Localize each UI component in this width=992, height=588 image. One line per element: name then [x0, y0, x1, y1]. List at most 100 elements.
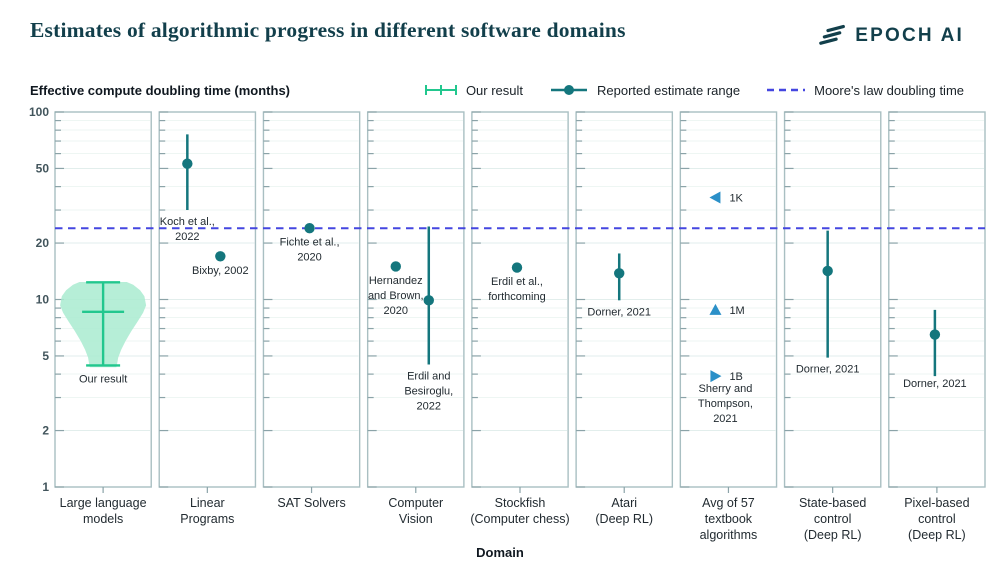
y-axis-tick-label: 5	[42, 349, 49, 363]
panel-computer-vision: Computer Vision	[366, 111, 465, 526]
error-bar-icon	[424, 85, 457, 95]
page-title: Estimates of algorithmic progress in dif…	[30, 18, 626, 42]
panel-data-large-language-models: Our result	[60, 281, 147, 385]
panel-data-stockfish-computer-chess: Erdil et al., forthcoming	[488, 262, 546, 303]
estimate-label: Koch et al.,	[160, 216, 215, 228]
category-label: SAT Solvers	[277, 496, 345, 510]
estimate-label: Dorner, 2021	[587, 306, 651, 318]
estimate-dot	[929, 329, 941, 340]
category-label: Large language	[60, 496, 147, 510]
category-label: Computer	[388, 496, 443, 510]
panel-linear-programs: Linear Programs	[158, 111, 257, 526]
y-axis-tick-label: 100	[29, 105, 49, 119]
category-label: control	[918, 512, 956, 526]
triangle-marker-1k: 1K	[709, 191, 744, 204]
legend: Our result Reported estimate range Moore…	[424, 83, 964, 98]
estimate-dorner-2021: Dorner, 2021	[587, 253, 651, 318]
left-triangle-icon	[709, 191, 721, 204]
panel-sat-solvers: SAT Solvers	[262, 111, 361, 510]
panel-data-pixel-based-control-deep-rl: Dorner, 2021	[903, 309, 967, 390]
axis-legend-row: Effective compute doubling time (months)…	[30, 80, 964, 100]
estimate-label: Erdil and	[407, 371, 450, 383]
estimate-erdil-and-besiroglu-2022: Erdil and Besiroglu, 2022	[404, 226, 453, 413]
epoch-ai-logo-icon	[819, 24, 846, 45]
estimate-dorner-2021: Dorner, 2021	[796, 230, 860, 376]
legend-item-reported-estimate-range: Reported estimate range	[549, 83, 740, 98]
legend-label: Our result	[465, 82, 524, 98]
estimate-dot	[423, 295, 434, 306]
category-label: models	[83, 512, 123, 526]
source-label: Sherry and	[699, 383, 753, 395]
estimate-dot	[614, 268, 625, 279]
estimate-label: Erdil et al.,	[491, 276, 543, 288]
category-label: Avg of 57	[702, 496, 755, 510]
estimate-dorner-2021: Dorner, 2021	[903, 309, 967, 390]
category-label: Atari	[611, 496, 637, 510]
y-axis-tick-label: 10	[36, 293, 50, 307]
panel-data-sat-solvers: Fichte et al., 2020	[280, 223, 340, 264]
panel-data-linear-programs: Koch et al., 2022 Bixby, 2002	[160, 134, 249, 277]
epoch-ai-logo-text: EPOCH AI	[855, 25, 964, 46]
triangle-label: 1B	[729, 371, 742, 383]
panel-pixel-based-control-deep-rl: Pixel-based control (Deep RL)	[888, 111, 986, 542]
panel-atari-deep-rl: Atari (Deep RL)	[575, 111, 674, 526]
category-label: Programs	[180, 512, 234, 526]
panel-large-language-models: Large language models	[54, 111, 152, 526]
category-label: (Deep RL)	[804, 528, 862, 542]
epoch-ai-logo: EPOCH AI	[819, 24, 964, 48]
category-label: algorithms	[700, 528, 758, 542]
y-axis-title: Effective compute doubling time (months)	[30, 82, 291, 98]
source-label: 2021	[713, 413, 737, 425]
category-label: control	[814, 512, 852, 526]
panel-data-atari-deep-rl: Dorner, 2021	[587, 253, 651, 318]
panel-avg-of-57-textbook-algorithms: Avg of 57 textbook algorithms	[679, 111, 778, 542]
estimate-dot	[215, 251, 226, 262]
y-axis-tick-label: 50	[36, 161, 50, 175]
category-label: (Deep RL)	[595, 512, 653, 526]
right-triangle-icon	[710, 370, 722, 383]
estimate-label: Hernandez	[369, 275, 423, 287]
legend-item-our-result: Our result	[424, 83, 523, 98]
estimate-label: 2022	[417, 401, 441, 413]
y-axis-tick-label: 20	[36, 236, 50, 250]
y-axis-tick-label: 1	[42, 480, 49, 494]
estimate-label: and Brown,	[368, 290, 424, 302]
source-label: Thompson,	[698, 398, 753, 410]
legend-label: Reported estimate range	[597, 82, 741, 98]
estimate-koch-et-al-2022: Koch et al., 2022	[160, 134, 215, 243]
dashed-line-icon	[767, 88, 806, 92]
category-label: State-based	[799, 496, 866, 510]
estimate-fichte-et-al-2020: Fichte et al., 2020	[280, 223, 340, 264]
estimate-bixby-2002: Bixby, 2002	[192, 251, 249, 277]
up-triangle-icon	[709, 303, 722, 315]
panel-state-based-control-deep-rl: State-based control (Deep RL)	[783, 111, 882, 542]
estimate-dot	[511, 262, 523, 273]
estimate-dot	[182, 158, 193, 169]
category-label: textbook	[705, 512, 753, 526]
estimate-label: 2020	[297, 252, 321, 264]
estimate-dot	[304, 223, 315, 234]
category-label: (Deep RL)	[908, 528, 966, 542]
legend-item-moores-law: Moore's law doubling time	[766, 83, 964, 98]
category-label: (Computer chess)	[470, 512, 569, 526]
estimate-label: 2022	[175, 231, 199, 243]
estimate-label: Fichte et al.,	[280, 237, 340, 249]
estimate-dot	[822, 265, 833, 277]
category-label: Pixel-based	[904, 496, 969, 510]
panel-data-computer-vision: Hernandez and Brown, 2020 Erdil and Besirogl…	[368, 226, 453, 413]
panel-stockfish-computer-chess: Stockfish (Computer chess)	[470, 111, 570, 526]
x-axis-title: Domain	[476, 545, 524, 560]
legend-label: Moore's law doubling time	[814, 82, 964, 98]
estimate-erdil-et-al-forthcoming: Erdil et al., forthcoming	[488, 262, 546, 303]
y-axis-tick-label: 2	[42, 424, 49, 438]
panel-data-state-based-control-deep-rl: Dorner, 2021	[796, 230, 860, 376]
estimate-label: forthcoming	[488, 291, 545, 303]
estimate-label: Besiroglu,	[404, 386, 453, 398]
estimate-label: Dorner, 2021	[903, 378, 967, 390]
estimate-dot	[390, 261, 401, 272]
estimate-label: Bixby, 2002	[192, 265, 249, 277]
category-label: Linear	[190, 496, 225, 510]
estimate-label: Dorner, 2021	[796, 364, 860, 376]
